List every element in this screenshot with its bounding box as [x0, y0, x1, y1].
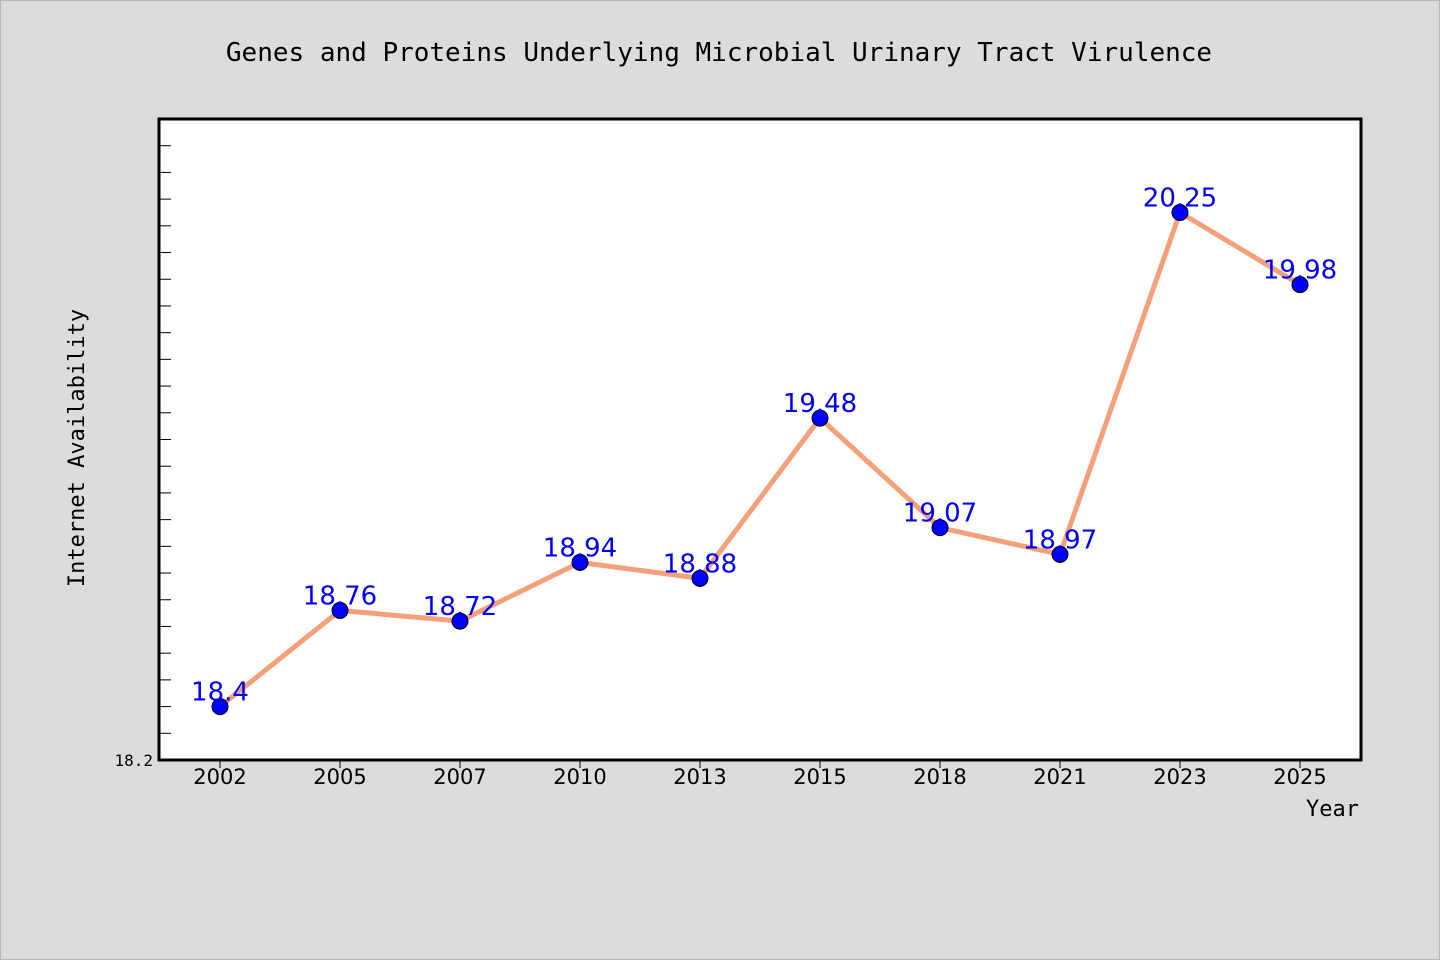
y-axis-label: Internet Availability	[65, 309, 90, 587]
plot-area	[157, 117, 1363, 762]
data-point	[1051, 545, 1069, 563]
x-axis-ticks: 2002 2005 2007 2010 2013 2015 2018 2021 2023 2025	[193, 760, 1327, 789]
data-point	[691, 569, 709, 587]
data-label: 18.4	[191, 678, 249, 708]
data-label: 18.76	[303, 581, 377, 611]
chart-title: Genes and Proteins Underlying Microbial …	[226, 38, 1212, 68]
data-point	[931, 519, 949, 537]
data-point	[331, 601, 349, 619]
series-line	[217, 209, 1303, 710]
data-label: 19.48	[783, 389, 857, 419]
x-tick-label: 2007	[433, 765, 486, 789]
data-label: 19.07	[903, 499, 977, 529]
data-point	[811, 409, 829, 427]
data-label: 20.25	[1143, 183, 1217, 213]
data-markers	[211, 203, 1309, 716]
data-point	[571, 553, 589, 571]
x-tick-label: 2013	[673, 765, 726, 789]
x-tick-label: 2023	[1153, 765, 1206, 789]
x-tick-label: 2025	[1273, 765, 1326, 789]
data-point	[211, 698, 229, 716]
x-tick-label: 2010	[553, 765, 606, 789]
y-axis-min-label: 18.2	[114, 751, 153, 770]
data-point	[1171, 203, 1189, 221]
data-label: 19.98	[1263, 256, 1337, 286]
x-tick-label: 2002	[193, 765, 246, 789]
x-tick-label: 2005	[313, 765, 366, 789]
data-label: 18.94	[543, 533, 617, 563]
x-tick-label: 2015	[793, 765, 846, 789]
data-label: 18.72	[423, 592, 497, 622]
data-label: 18.88	[663, 549, 737, 579]
data-label: 18.97	[1023, 525, 1097, 555]
x-tick-label: 2018	[913, 765, 966, 789]
x-tick-label: 2021	[1033, 765, 1086, 789]
y-axis-ticks	[159, 118, 171, 761]
data-point	[451, 612, 469, 630]
x-axis-label: Year	[1306, 797, 1359, 822]
data-labels: 18.4 18.76 18.72 18.94 18.88 19.48 19.07 18.97 2…	[191, 183, 1337, 707]
data-point	[1291, 276, 1309, 294]
